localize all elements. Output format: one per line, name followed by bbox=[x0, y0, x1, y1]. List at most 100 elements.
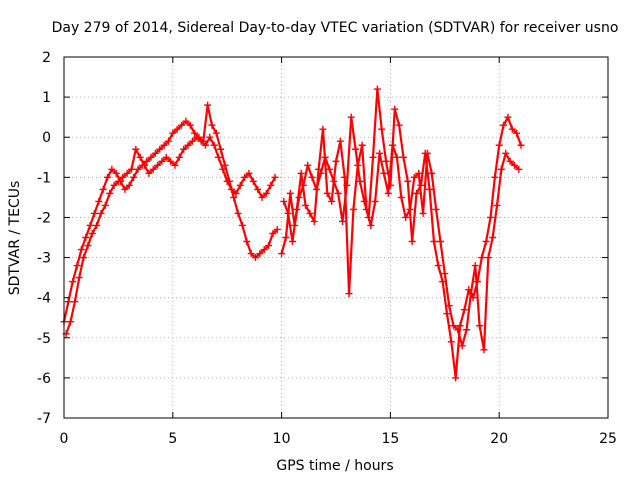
data-point-marker bbox=[156, 145, 164, 153]
data-point-marker bbox=[236, 181, 244, 189]
series-segment bbox=[439, 241, 446, 274]
series-segment bbox=[239, 176, 246, 186]
data-point-marker bbox=[178, 121, 186, 129]
series-segment bbox=[269, 176, 277, 186]
series-segment bbox=[417, 173, 425, 214]
series-segment bbox=[430, 173, 438, 210]
series-segment bbox=[432, 241, 440, 266]
chart-title: Day 279 of 2014, Sidereal Day-to-day VTE… bbox=[52, 20, 619, 36]
series-segment bbox=[174, 156, 181, 166]
series-segment bbox=[78, 257, 85, 278]
series-segment bbox=[400, 197, 407, 218]
series-segment bbox=[91, 224, 98, 235]
x-tick-label: 25 bbox=[599, 431, 617, 447]
series-segment bbox=[456, 329, 464, 347]
series-segment bbox=[371, 89, 379, 158]
series-segment bbox=[435, 209, 442, 242]
series-segment bbox=[143, 164, 150, 174]
series-segment bbox=[491, 205, 499, 238]
y-tick-label: 1 bbox=[42, 90, 51, 106]
series-segment bbox=[437, 265, 444, 282]
series-track-c bbox=[278, 85, 525, 382]
series-segment bbox=[265, 184, 272, 194]
series-segment bbox=[482, 257, 490, 350]
series-segment bbox=[208, 136, 216, 146]
data-point-marker bbox=[158, 157, 166, 165]
series-segment bbox=[311, 176, 318, 190]
series-segment bbox=[215, 132, 222, 150]
series-segment bbox=[404, 208, 411, 218]
series-segment bbox=[247, 172, 255, 182]
data-point-marker bbox=[269, 229, 277, 237]
series-segment bbox=[374, 153, 381, 202]
y-tick-label: -2 bbox=[37, 210, 51, 226]
series-segment bbox=[448, 305, 455, 326]
series-segment bbox=[97, 188, 105, 202]
data-point-marker bbox=[515, 165, 523, 173]
data-point-marker bbox=[143, 157, 151, 165]
series-segment bbox=[347, 209, 355, 294]
series-segment bbox=[450, 341, 457, 379]
series-segment bbox=[515, 132, 522, 146]
series-segment bbox=[71, 265, 79, 282]
series-segment bbox=[102, 176, 109, 190]
data-point-marker bbox=[110, 181, 118, 189]
series-segment bbox=[498, 124, 505, 146]
series-segment bbox=[339, 141, 346, 178]
data-point-marker bbox=[245, 169, 253, 177]
y-tick-label: -1 bbox=[37, 170, 51, 186]
y-tick-label: -3 bbox=[37, 251, 51, 267]
data-point-marker bbox=[125, 181, 133, 189]
series-segment bbox=[443, 273, 451, 306]
x-tick-label: 5 bbox=[168, 431, 177, 447]
series-segment bbox=[287, 213, 294, 242]
series-track-d bbox=[280, 125, 523, 354]
series-segment bbox=[62, 301, 70, 322]
y-tick-label: 0 bbox=[42, 130, 51, 146]
plot-frame bbox=[63, 56, 609, 419]
series-segment bbox=[139, 156, 146, 166]
data-point-marker bbox=[450, 322, 458, 330]
data-series bbox=[60, 85, 525, 382]
series-segment bbox=[130, 149, 137, 170]
data-point-marker bbox=[112, 169, 120, 177]
x-axis-label: GPS time / hours bbox=[276, 458, 393, 474]
series-segment bbox=[241, 225, 248, 242]
series-segment bbox=[330, 161, 338, 202]
series-segment bbox=[106, 168, 113, 178]
series-segment bbox=[100, 204, 107, 214]
series-segment bbox=[80, 237, 87, 250]
series-segment bbox=[398, 125, 405, 158]
data-point-marker bbox=[151, 149, 159, 157]
series-segment bbox=[506, 116, 514, 130]
series-segment bbox=[487, 237, 494, 258]
series-segment bbox=[493, 145, 501, 178]
data-point-marker bbox=[247, 250, 255, 258]
series-segment bbox=[465, 293, 473, 330]
series-segment bbox=[206, 104, 214, 126]
series-segment bbox=[391, 144, 398, 158]
series-segment bbox=[204, 136, 211, 146]
series-segment bbox=[267, 233, 274, 246]
series-segment bbox=[73, 277, 81, 302]
data-point-marker bbox=[267, 181, 275, 189]
series-segment bbox=[245, 241, 253, 254]
series-segment bbox=[474, 265, 481, 326]
series-segment bbox=[119, 180, 126, 190]
data-point-marker bbox=[258, 193, 266, 201]
series-segment bbox=[75, 249, 83, 266]
series-segment bbox=[226, 180, 233, 190]
series-segment bbox=[291, 209, 298, 242]
series-segment bbox=[219, 148, 227, 166]
series-segment bbox=[178, 148, 185, 158]
series-segment bbox=[234, 184, 242, 194]
series-segment bbox=[237, 213, 244, 226]
series-segment bbox=[232, 197, 240, 214]
series-segment bbox=[295, 173, 303, 210]
series-segment bbox=[365, 209, 372, 226]
data-point-marker bbox=[251, 254, 259, 262]
series-segment bbox=[343, 177, 351, 294]
series-segment bbox=[378, 153, 385, 174]
series-segment bbox=[337, 193, 344, 222]
